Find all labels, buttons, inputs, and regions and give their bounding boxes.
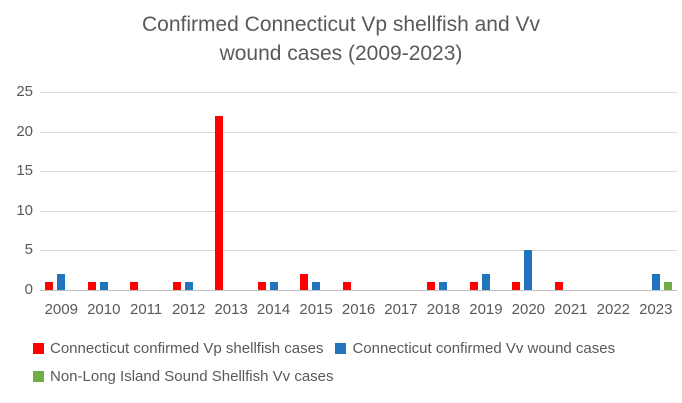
- bar-series1-2012[interactable]: [172, 282, 181, 290]
- x-tick-label-2016: 2016: [341, 301, 376, 318]
- gridline-15: [40, 171, 677, 173]
- legend: Connecticut confirmed Vp shellfish cases…: [33, 340, 673, 396]
- y-tick-label-20: 20: [16, 122, 33, 140]
- gridline-10: [40, 210, 677, 212]
- x-axis-line: [40, 290, 677, 291]
- x-tick-label-2018: 2018: [426, 301, 461, 318]
- x-tick-label-2009: 2009: [44, 301, 78, 318]
- legend-item-vp-shellfish[interactable]: Connecticut confirmed Vp shellfish cases: [33, 340, 323, 357]
- x-tick-label-2010: 2010: [87, 301, 121, 318]
- gridline-5: [40, 250, 677, 252]
- y-tick-label-15: 15: [16, 162, 33, 180]
- bar-series1-2018[interactable]: [427, 282, 436, 290]
- legend-row-2: Non-Long Island Sound Shellfish Vv cases: [33, 368, 673, 385]
- bar-series2-2019[interactable]: [481, 274, 490, 290]
- bar-series1-2015[interactable]: [300, 274, 308, 290]
- chart-title: Confirmed Connecticut Vp shellfish and V…: [0, 10, 682, 68]
- legend-swatch-green-icon: [33, 371, 44, 382]
- bar-series1-2009[interactable]: [45, 282, 54, 290]
- x-tick-label-2020: 2020: [511, 301, 546, 318]
- bar-series1-2016[interactable]: [342, 282, 351, 290]
- x-tick-label-2021: 2021: [554, 301, 588, 318]
- bar-series1-2011[interactable]: [130, 282, 139, 290]
- x-tick-label-2011: 2011: [130, 301, 163, 318]
- y-tick-label-25: 25: [16, 83, 33, 100]
- chart-title-line2: wound cases (2009-2023): [219, 42, 463, 65]
- x-tick-label-2012: 2012: [171, 301, 206, 318]
- x-tick-label-2022: 2022: [596, 301, 631, 318]
- bar-series1-2021[interactable]: [554, 282, 563, 290]
- gridline-20: [40, 131, 677, 133]
- bar-series1-2014[interactable]: [257, 282, 266, 290]
- bar-series2-2023[interactable]: [651, 274, 660, 290]
- x-tick-label-2015: 2015: [299, 301, 333, 318]
- legend-item-non-lis-vv[interactable]: Non-Long Island Sound Shellfish Vv cases: [33, 368, 334, 385]
- bar-series2-2015[interactable]: [312, 282, 320, 290]
- bar-series2-2012[interactable]: [184, 282, 193, 290]
- legend-row-1: Connecticut confirmed Vp shellfish cases…: [33, 340, 673, 357]
- x-tick-label-2019: 2019: [469, 301, 503, 318]
- legend-label-non-lis-vv: Non-Long Island Sound Shellfish Vv cases: [50, 368, 334, 385]
- bar-series2-2014[interactable]: [269, 282, 278, 290]
- x-tick-label-2014: 2014: [256, 301, 291, 318]
- y-tick-label-10: 10: [16, 201, 33, 219]
- x-tick-label-2017: 2017: [384, 301, 418, 318]
- bar-series1-2020[interactable]: [512, 282, 521, 290]
- bar-series1-2013[interactable]: [215, 115, 224, 290]
- y-tick-label-5: 5: [24, 241, 33, 259]
- x-tick-label-2013: 2013: [214, 301, 248, 318]
- bar-series2-2009[interactable]: [57, 274, 66, 290]
- chart-title-line1: Confirmed Connecticut Vp shellfish and V…: [141, 13, 541, 36]
- gridline-25: [40, 92, 677, 93]
- x-tick-label-2023: 2023: [639, 301, 673, 318]
- bar-series1-2019[interactable]: [469, 282, 478, 290]
- legend-item-vv-wound[interactable]: Connecticut confirmed Vv wound cases: [335, 340, 615, 357]
- y-tick-label-0: 0: [24, 281, 33, 298]
- bar-series1-2010[interactable]: [87, 282, 96, 290]
- legend-label-vp-shellfish: Connecticut confirmed Vp shellfish cases: [50, 340, 324, 357]
- bar-series2-2020[interactable]: [524, 250, 533, 290]
- legend-swatch-red-icon: [33, 343, 44, 354]
- legend-label-vv-wound: Connecticut confirmed Vv wound cases: [352, 340, 616, 357]
- bar-series2-2018[interactable]: [439, 282, 448, 290]
- bar-series3-2023[interactable]: [663, 282, 672, 290]
- legend-swatch-blue-icon: [335, 343, 347, 354]
- bar-series2-2010[interactable]: [99, 282, 108, 290]
